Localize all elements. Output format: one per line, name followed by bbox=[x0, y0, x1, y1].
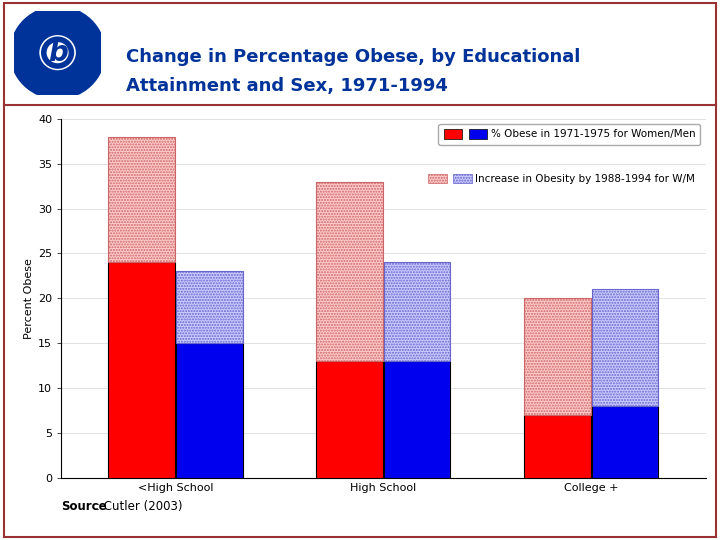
Bar bbox=[176, 272, 243, 343]
Bar bbox=[592, 289, 658, 406]
Bar bbox=[316, 181, 383, 361]
Text: Source: Source bbox=[61, 500, 107, 514]
Bar bbox=[384, 262, 451, 361]
Y-axis label: Percent Obese: Percent Obese bbox=[24, 258, 34, 339]
Bar bbox=[524, 415, 590, 478]
Legend: , Increase in Obesity by 1988-1994 for W/M: , Increase in Obesity by 1988-1994 for W… bbox=[423, 169, 701, 190]
Text: : Cutler (2003): : Cutler (2003) bbox=[96, 500, 182, 514]
Bar bbox=[176, 343, 243, 478]
Text: Change in Percentage Obese, by Educational: Change in Percentage Obese, by Education… bbox=[126, 48, 580, 66]
Text: b: b bbox=[48, 39, 68, 66]
Bar bbox=[592, 406, 658, 478]
Bar bbox=[109, 137, 175, 262]
Text: Attainment and Sex, 1971-1994: Attainment and Sex, 1971-1994 bbox=[126, 77, 448, 96]
Bar bbox=[524, 298, 590, 415]
Bar bbox=[384, 361, 451, 478]
Bar bbox=[316, 361, 383, 478]
Bar bbox=[109, 262, 175, 478]
